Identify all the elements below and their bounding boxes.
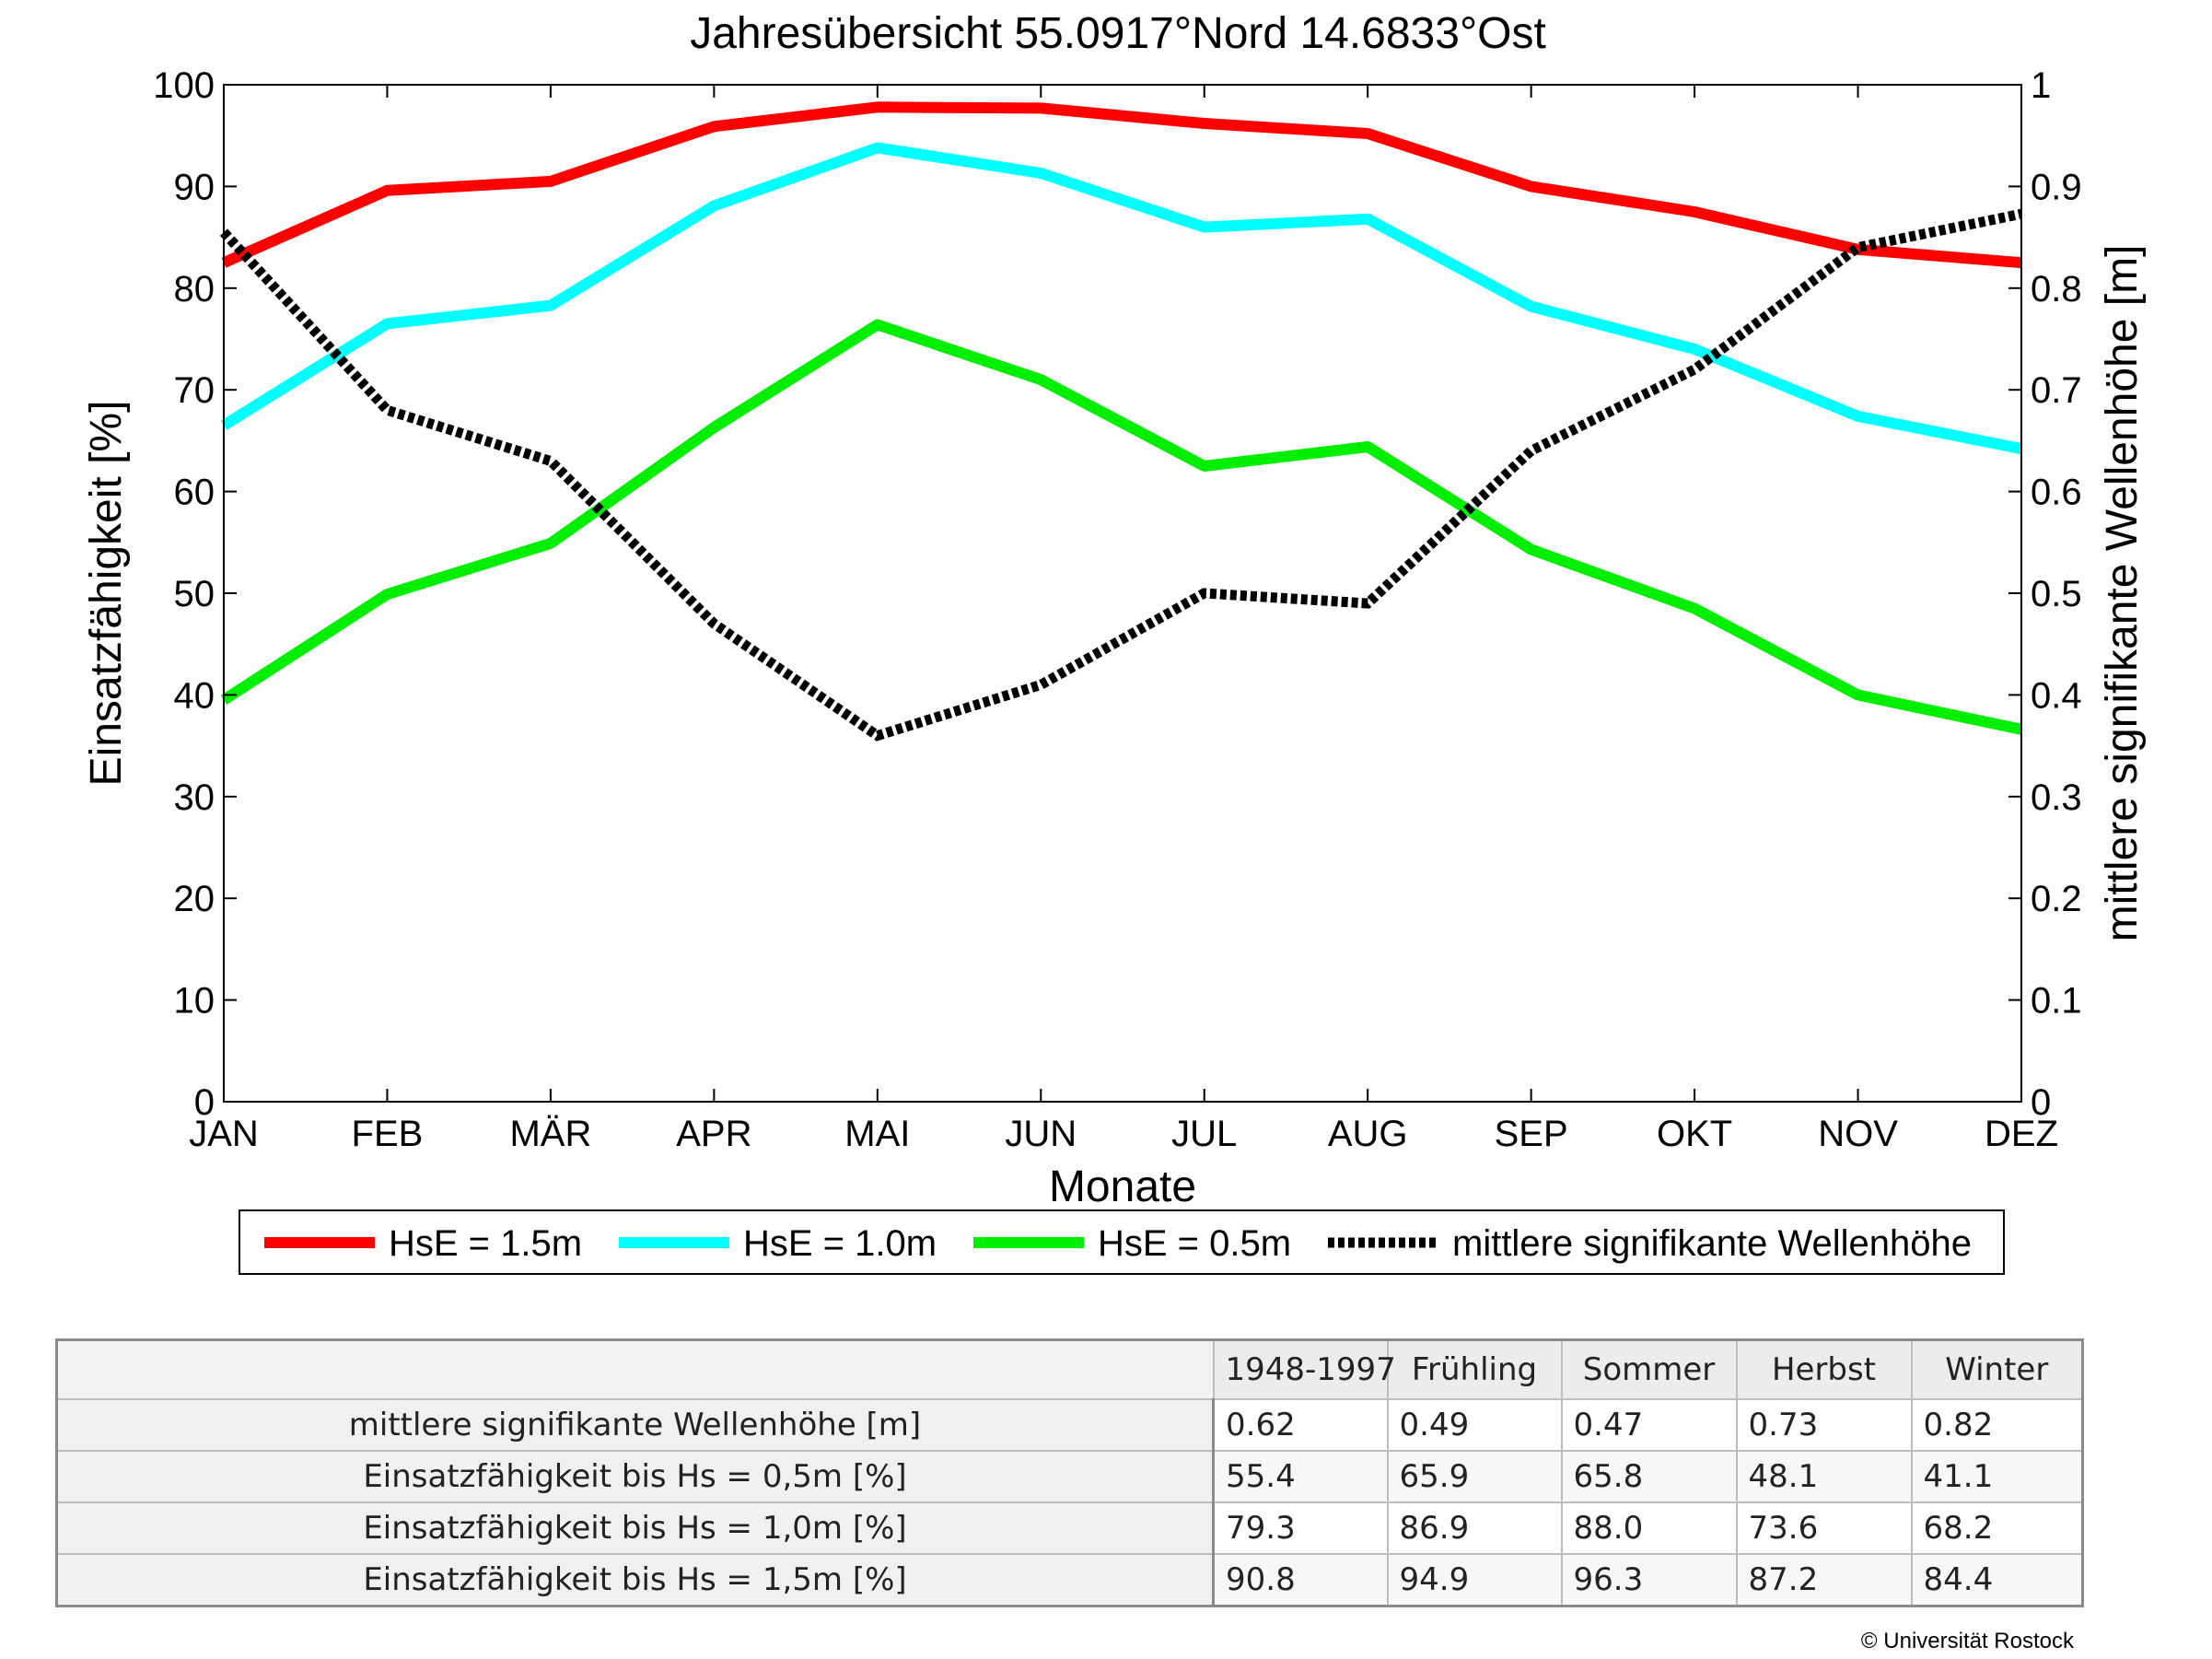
y2-tick-label: 0.1 bbox=[2031, 981, 2082, 1022]
table-row-label: Einsatzfähigkeit bis Hs = 1,0m [%] bbox=[55, 1501, 1215, 1555]
y2-tick-label: 0.6 bbox=[2031, 473, 2082, 513]
table-cell: 90.8 bbox=[1212, 1553, 1389, 1607]
y2-tick-label: 0.8 bbox=[2031, 269, 2082, 310]
x-tick-label: MÄR bbox=[509, 1114, 591, 1154]
table-cell: 0.62 bbox=[1212, 1398, 1389, 1452]
table-row: Einsatzfähigkeit bis Hs = 1,5m [%] 90.8 94… bbox=[55, 1553, 2084, 1607]
table-cell: 87.2 bbox=[1735, 1553, 1913, 1607]
table-cell: 65.8 bbox=[1560, 1450, 1738, 1503]
statistics-table: 1948-1997 Frühling Sommer Herbst Winter mitt… bbox=[55, 1338, 2084, 1607]
table-row-label: mittlere signifikante Wellenhöhe [m] bbox=[55, 1398, 1215, 1452]
y2-tick-label: 0.9 bbox=[2031, 167, 2082, 207]
y-tick-label: 50 bbox=[174, 574, 215, 614]
table-cell: 68.2 bbox=[1910, 1501, 2084, 1555]
table-cell: 0.49 bbox=[1386, 1398, 1563, 1452]
series-line-4 bbox=[219, 208, 2023, 742]
x-tick-label: OKT bbox=[1657, 1114, 1732, 1154]
legend: HsE = 1.5m HsE = 1.0m HsE = 0.5m mittlere s… bbox=[239, 1209, 2005, 1275]
y-tick-label: 70 bbox=[174, 370, 215, 411]
table-cell: 55.4 bbox=[1212, 1450, 1389, 1503]
x-tick-label: APR bbox=[676, 1114, 751, 1154]
copyright-notice: © Universität Rostock bbox=[1860, 1629, 2074, 1653]
series-line-2 bbox=[220, 142, 2023, 455]
table-cell: 73.6 bbox=[1735, 1501, 1913, 1555]
table-corner-cell bbox=[55, 1338, 1215, 1400]
series-line-3 bbox=[220, 319, 2023, 735]
legend-label-1: HsE = 1.5m bbox=[389, 1223, 582, 1264]
table-cell: 65.9 bbox=[1386, 1450, 1563, 1503]
y2-axis-label: mittlere signifikante Wellenhöhe [m] bbox=[2098, 245, 2147, 942]
y2-tick-label: 0.5 bbox=[2031, 574, 2082, 614]
y-tick-label: 90 bbox=[174, 167, 215, 207]
table-cell: 96.3 bbox=[1560, 1553, 1738, 1607]
legend-label-4: mittlere signifikante Wellenhöhe bbox=[1452, 1223, 1972, 1264]
table-cell: 0.73 bbox=[1735, 1398, 1913, 1452]
table-column-header: Herbst bbox=[1735, 1338, 1913, 1400]
table-cell: 0.47 bbox=[1560, 1398, 1738, 1452]
table-cell: 88.0 bbox=[1560, 1501, 1738, 1555]
table-column-header: Winter bbox=[1910, 1338, 2084, 1400]
table-row-label: Einsatzfähigkeit bis Hs = 1,5m [%] bbox=[55, 1553, 1215, 1607]
legend-box bbox=[239, 1209, 2005, 1275]
annual-overview-chart: Jahresübersicht 55.0917°Nord 14.6833°Ost… bbox=[82, 9, 2147, 1275]
x-tick-label: JAN bbox=[189, 1114, 259, 1154]
table-cell: 84.4 bbox=[1910, 1553, 2084, 1607]
x-tick-label: JUN bbox=[1005, 1114, 1077, 1154]
table-column-header: Sommer bbox=[1560, 1338, 1738, 1400]
y2-tick-label: 0.3 bbox=[2031, 777, 2082, 818]
chart-title: Jahresübersicht 55.0917°Nord 14.6833°Ost bbox=[690, 9, 1546, 58]
table-row-label: Einsatzfähigkeit bis Hs = 0,5m [%] bbox=[55, 1450, 1215, 1503]
x-tick-label: FEB bbox=[352, 1114, 424, 1154]
x-tick-label: DEZ bbox=[1985, 1114, 2058, 1154]
y-tick-label: 20 bbox=[174, 879, 215, 919]
table-cell: 41.1 bbox=[1910, 1450, 2084, 1503]
table-cell: 79.3 bbox=[1212, 1501, 1389, 1555]
y2-tick-label: 0 bbox=[2031, 1082, 2051, 1123]
legend-label-3: HsE = 0.5m bbox=[1098, 1223, 1291, 1264]
table-cell: 0.82 bbox=[1910, 1398, 2084, 1452]
x-tick-label: MAI bbox=[844, 1114, 910, 1154]
table-cell: 94.9 bbox=[1386, 1553, 1563, 1607]
y-tick-label: 100 bbox=[153, 65, 215, 106]
x-tick-label: NOV bbox=[1818, 1114, 1898, 1154]
table-cell: 86.9 bbox=[1386, 1501, 1563, 1555]
series-line-1 bbox=[221, 101, 2022, 269]
y-tick-label: 60 bbox=[174, 473, 215, 513]
table-column-header: 1948-1997 bbox=[1212, 1338, 1396, 1400]
table-header-row: 1948-1997 Frühling Sommer Herbst Winter bbox=[55, 1338, 2084, 1400]
plot-frame bbox=[223, 84, 2022, 1103]
y2-tick-label: 0.2 bbox=[2031, 879, 2082, 919]
y-tick-label: 10 bbox=[174, 981, 215, 1022]
table-column-header: Frühling bbox=[1386, 1338, 1563, 1400]
y2-tick-label: 0.4 bbox=[2031, 675, 2082, 716]
table-row: Einsatzfähigkeit bis Hs = 0,5m [%] 55.4 65… bbox=[55, 1450, 2084, 1503]
y-tick-label: 80 bbox=[174, 269, 215, 310]
legend-label-2: HsE = 1.0m bbox=[743, 1223, 937, 1264]
x-axis-label: Monate bbox=[1049, 1162, 1196, 1211]
x-tick-label: AUG bbox=[1328, 1114, 1408, 1154]
y2-tick-label: 1 bbox=[2031, 65, 2051, 106]
table-cell: 48.1 bbox=[1735, 1450, 1913, 1503]
y-tick-label: 40 bbox=[174, 675, 215, 716]
y2-tick-label: 0.7 bbox=[2031, 370, 2082, 411]
y-tick-label: 0 bbox=[194, 1082, 215, 1123]
y-tick-label: 30 bbox=[174, 777, 215, 818]
y-axis-label: Einsatzfähigkeit [%] bbox=[82, 401, 131, 787]
table-row: mittlere signifikante Wellenhöhe [m] 0.62… bbox=[55, 1398, 2084, 1452]
x-tick-label: SEP bbox=[1495, 1114, 1568, 1154]
x-tick-label: JUL bbox=[1171, 1114, 1237, 1154]
table-row: Einsatzfähigkeit bis Hs = 1,0m [%] 79.3 86… bbox=[55, 1501, 2084, 1555]
